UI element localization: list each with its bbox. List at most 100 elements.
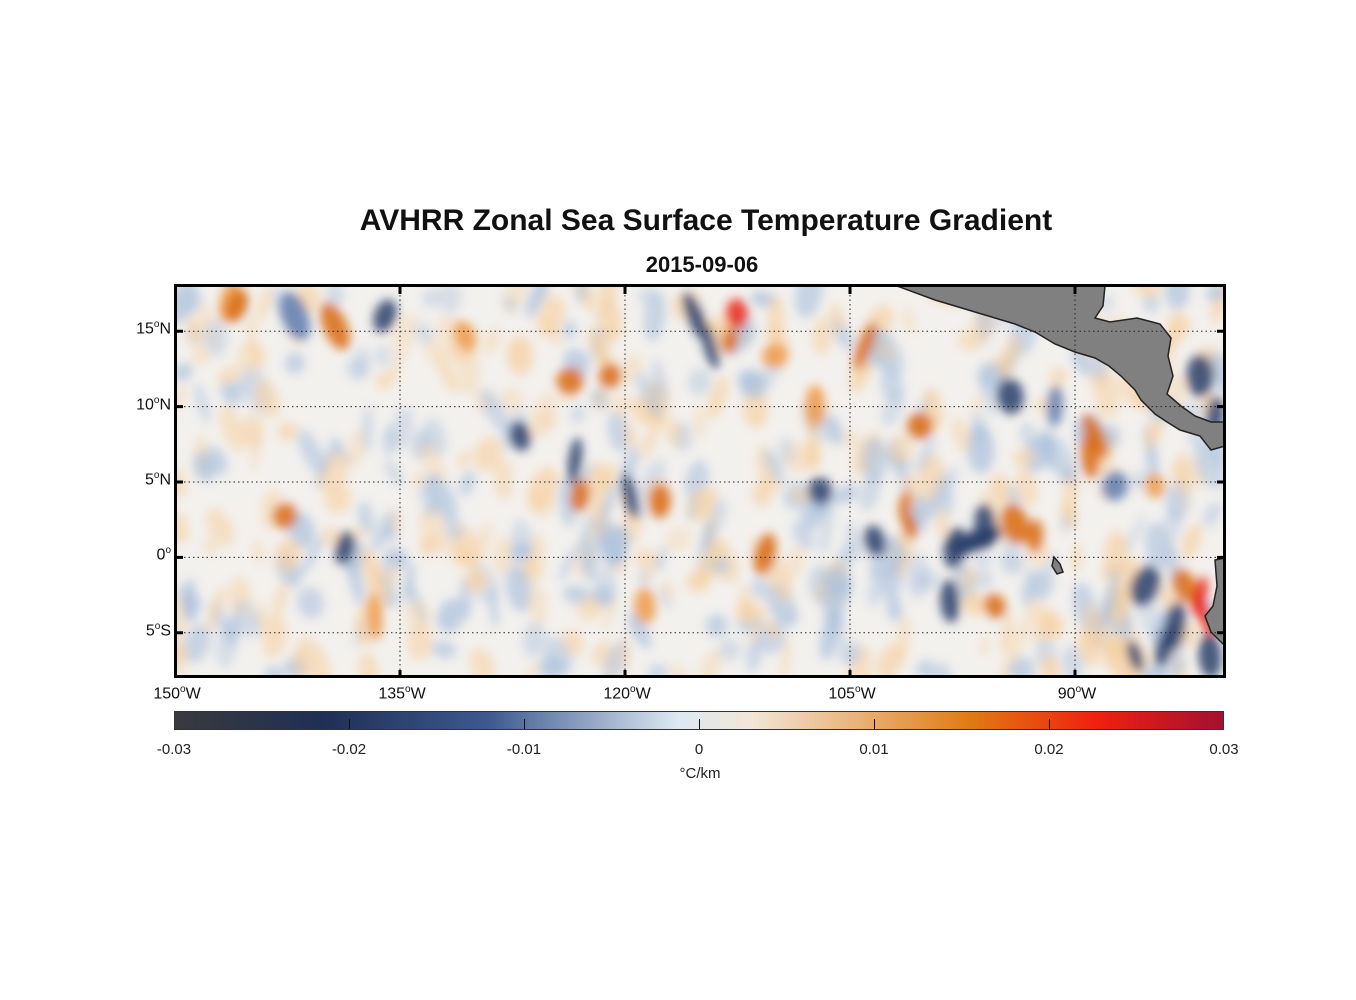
gradient-blob bbox=[866, 588, 877, 609]
gradient-feature bbox=[853, 321, 877, 371]
gradient-blob bbox=[576, 596, 604, 621]
gradient-blob bbox=[358, 652, 379, 678]
gradient-blob bbox=[1141, 286, 1162, 302]
colorbar-label: °C/km bbox=[679, 765, 721, 782]
land-south-america bbox=[1204, 557, 1225, 648]
gradient-blob bbox=[829, 302, 845, 333]
gradient-feature bbox=[1198, 633, 1222, 678]
gradient-blob bbox=[973, 552, 992, 570]
gradient-blob bbox=[374, 345, 392, 368]
gradient-blob bbox=[642, 554, 660, 584]
colorbar-tickmark bbox=[874, 719, 875, 729]
gradient-blob bbox=[216, 366, 241, 385]
gradient-blob bbox=[233, 600, 262, 638]
gradient-blob bbox=[403, 600, 432, 627]
gradient-blob bbox=[879, 367, 904, 403]
gradient-feature bbox=[567, 437, 583, 485]
gradient-blob bbox=[358, 501, 374, 534]
gradient-blob bbox=[886, 595, 903, 622]
gradient-blob bbox=[182, 624, 211, 664]
gradient-blob bbox=[766, 620, 779, 640]
gradient-feature bbox=[621, 473, 639, 519]
gradient-blob bbox=[700, 486, 719, 511]
gradient-feature bbox=[906, 412, 934, 440]
gradient-blob bbox=[245, 314, 258, 342]
land-galapagos bbox=[1051, 555, 1064, 575]
gradient-blob bbox=[966, 424, 995, 474]
lon-label: 120oW bbox=[603, 684, 651, 703]
gradient-blob bbox=[415, 322, 434, 345]
gradient-blob bbox=[701, 522, 716, 552]
gradient-blob bbox=[894, 614, 911, 666]
gradient-feature bbox=[983, 593, 1007, 619]
gradient-blob bbox=[384, 459, 404, 487]
gradient-feature bbox=[453, 320, 477, 352]
gradient-blob bbox=[609, 392, 633, 417]
gradient-blob bbox=[607, 665, 617, 678]
gradient-blob bbox=[1143, 417, 1164, 449]
gradient-blob bbox=[1209, 352, 1225, 395]
gradient-blob bbox=[558, 545, 578, 582]
gradient-blob bbox=[634, 547, 656, 568]
gradient-blob bbox=[1061, 645, 1084, 678]
lon-label: 135oW bbox=[378, 684, 426, 703]
gradient-blob bbox=[997, 648, 1019, 678]
lon-label: 105oW bbox=[828, 684, 876, 703]
gradient-blob bbox=[1020, 421, 1036, 450]
gradient-blob bbox=[1040, 431, 1059, 473]
gradient-blob bbox=[1121, 514, 1146, 558]
gradient-blob bbox=[748, 602, 769, 647]
gradient-blob bbox=[1193, 442, 1225, 490]
gradient-feature bbox=[863, 525, 887, 557]
gradient-blob bbox=[1015, 468, 1038, 507]
gradient-blob bbox=[192, 451, 213, 482]
gradient-blob bbox=[1163, 510, 1183, 541]
gradient-blob bbox=[458, 449, 470, 470]
gradient-feature bbox=[805, 384, 825, 428]
gradient-blob bbox=[457, 343, 480, 396]
gradient-blob bbox=[962, 589, 976, 616]
gradient-feature bbox=[1145, 473, 1165, 499]
colorbar-tick-label: 0.01 bbox=[859, 741, 889, 758]
gradient-blob bbox=[595, 567, 618, 609]
gradient-feature bbox=[1129, 565, 1161, 607]
colorbar-tick-label: 0.02 bbox=[1034, 741, 1064, 758]
gradient-blob bbox=[414, 471, 424, 490]
lat-label: 15oN bbox=[136, 319, 171, 338]
gradient-blob bbox=[627, 611, 652, 650]
gradient-blob bbox=[403, 562, 415, 603]
gradient-blob bbox=[780, 637, 791, 678]
gradient-blob bbox=[605, 323, 617, 340]
gradient-blob bbox=[483, 326, 502, 356]
gradient-blob bbox=[443, 515, 464, 542]
gradient-blob bbox=[1179, 471, 1189, 513]
sst-gradient-map[interactable] bbox=[175, 286, 1225, 678]
gradient-blob bbox=[1033, 607, 1056, 645]
gradient-blob bbox=[248, 337, 263, 367]
gradient-blob bbox=[391, 407, 415, 450]
gradient-blob bbox=[685, 495, 699, 522]
gradient-blob bbox=[735, 600, 760, 624]
gradient-blob bbox=[602, 594, 618, 631]
gradient-blob bbox=[578, 530, 598, 583]
gradient-blob bbox=[1105, 566, 1121, 614]
gradient-blob bbox=[297, 429, 327, 476]
gradient-blob bbox=[1021, 568, 1038, 607]
gradient-blob bbox=[687, 368, 712, 396]
gradient-blob bbox=[421, 288, 440, 309]
gradient-blob bbox=[175, 384, 187, 415]
gradient-feature bbox=[509, 421, 531, 451]
gradient-blob bbox=[177, 644, 188, 663]
gradient-blob bbox=[203, 319, 228, 358]
gradient-blob bbox=[789, 487, 809, 505]
gradient-blob bbox=[194, 382, 211, 424]
gradient-feature bbox=[334, 531, 356, 565]
gradient-blob bbox=[655, 546, 667, 572]
gradient-blob bbox=[880, 536, 907, 569]
gradient-blob bbox=[839, 641, 861, 665]
gradient-feature bbox=[320, 302, 350, 350]
gradient-blob bbox=[262, 613, 287, 658]
gradient-blob bbox=[959, 567, 978, 590]
gradient-blob bbox=[493, 535, 514, 575]
gradient-blob bbox=[525, 286, 550, 318]
